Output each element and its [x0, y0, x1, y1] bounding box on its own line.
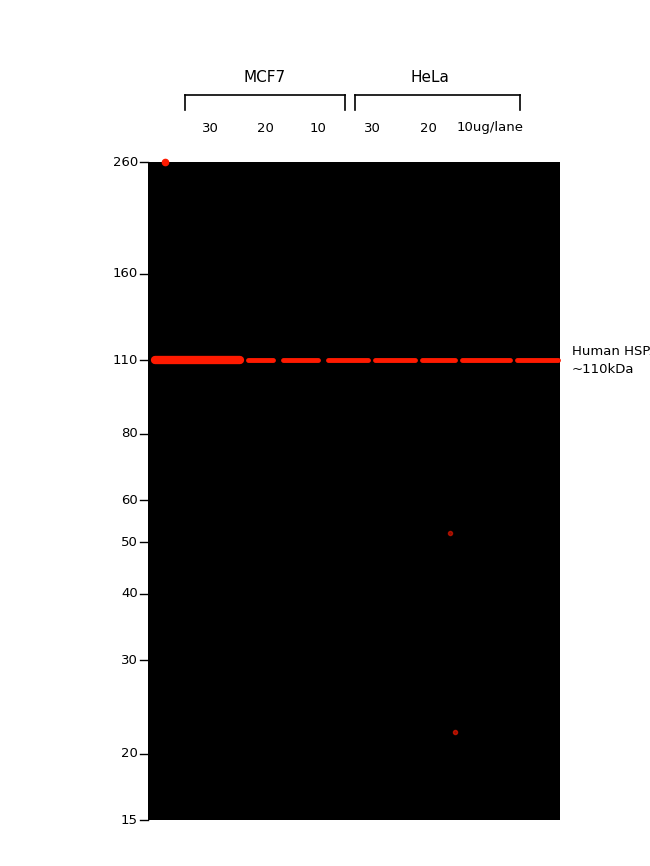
Text: 20: 20: [121, 747, 138, 760]
Text: 30: 30: [363, 121, 380, 134]
Text: 10ug/lane: 10ug/lane: [456, 121, 523, 134]
Text: 80: 80: [122, 428, 138, 441]
Text: MCF7: MCF7: [244, 70, 286, 86]
Text: 260: 260: [112, 156, 138, 169]
Text: 10: 10: [309, 121, 326, 134]
Text: HeLa: HeLa: [411, 70, 449, 86]
Text: 60: 60: [122, 494, 138, 507]
Text: 160: 160: [112, 268, 138, 281]
Text: 30: 30: [202, 121, 218, 134]
Text: 20: 20: [419, 121, 436, 134]
Text: 50: 50: [121, 536, 138, 549]
Text: Human HSPA4
~110kDa: Human HSPA4 ~110kDa: [572, 345, 650, 376]
Bar: [148, 162, 560, 820]
Text: 40: 40: [122, 587, 138, 600]
Text: 30: 30: [121, 654, 138, 667]
Text: 20: 20: [257, 121, 274, 134]
Text: 110: 110: [112, 354, 138, 367]
Text: 15: 15: [121, 813, 138, 826]
